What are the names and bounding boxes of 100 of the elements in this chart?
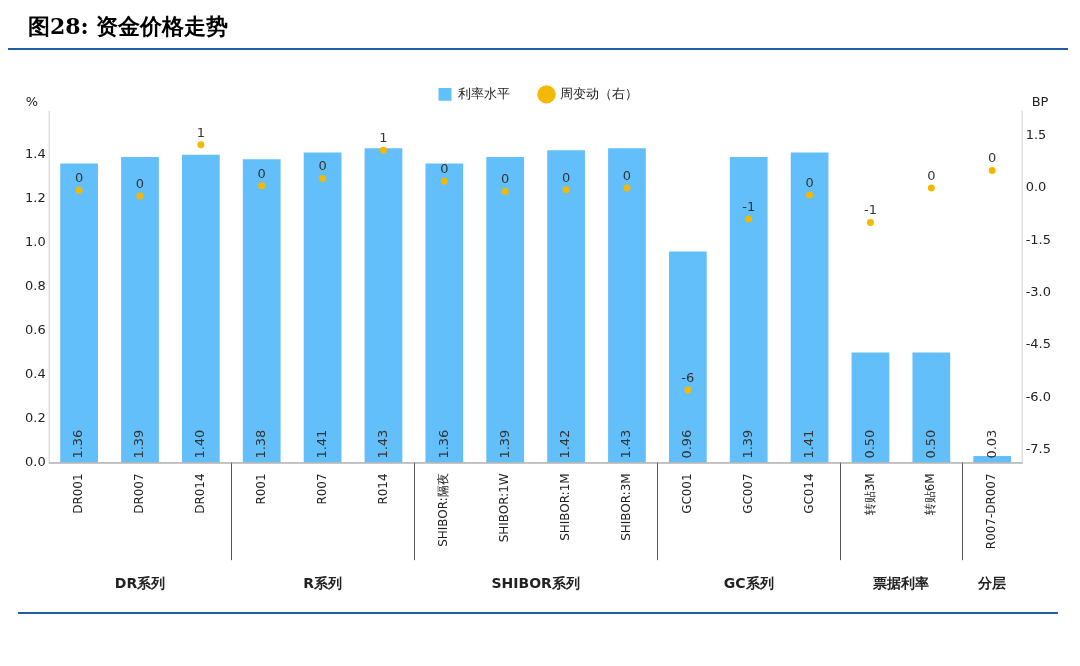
text: 票据利率	[871, 574, 929, 591]
point	[501, 187, 509, 195]
point	[806, 191, 814, 199]
x-tick-label: R007-DR007	[984, 473, 999, 550]
bar	[364, 148, 403, 463]
y-axis-title: %	[25, 93, 39, 109]
y2-tick-label: -1.5	[1025, 231, 1051, 247]
x-tick-label: SHIBOR:3M	[619, 473, 634, 541]
data-label: 1.39	[740, 429, 756, 459]
data-label: -1	[863, 202, 877, 218]
x-tick-label: R014	[375, 473, 390, 505]
y-tick-label: 0.2	[25, 409, 46, 425]
text: GC系列	[723, 574, 774, 591]
data-label: 1.41	[800, 429, 816, 459]
data-label: 1.39	[496, 429, 512, 459]
data-label: 0	[561, 169, 571, 185]
x-tick-label: SHIBOR:1W	[497, 473, 512, 543]
x-tick-label: 转贴3M	[862, 473, 877, 516]
data-label: 0	[74, 170, 84, 186]
y-tick-label: 0.8	[25, 278, 46, 293]
data-label: 0	[622, 167, 632, 183]
bar	[729, 156, 768, 463]
legend-label: 利率水平	[458, 85, 511, 101]
point	[319, 174, 327, 182]
y2-tick-label: -3.0	[1025, 283, 1051, 299]
x-tick-label: R001	[253, 473, 268, 505]
y2-tick-label: -4.5	[1025, 336, 1051, 352]
point	[197, 141, 205, 149]
bar	[60, 163, 98, 463]
y2-tick-label: 0.0	[1025, 179, 1047, 195]
data-label: 0.50	[922, 429, 938, 459]
point	[562, 186, 570, 194]
y2-axis-title: BP	[1031, 93, 1049, 109]
data-label: 1.43	[618, 429, 634, 459]
data-label: 0	[501, 171, 510, 187]
x-tick-label: DR001	[71, 473, 86, 514]
point	[684, 386, 692, 394]
data-label: 1.36	[435, 429, 451, 459]
bar	[121, 156, 159, 463]
data-label: 0	[318, 158, 327, 174]
point	[75, 186, 83, 194]
point	[258, 182, 266, 190]
y-tick-label: 0.6	[25, 321, 46, 337]
x-tick-label: GC001	[679, 473, 694, 514]
data-label: 0	[440, 161, 449, 177]
text: DR系列	[114, 574, 166, 591]
bar	[668, 251, 707, 463]
x-tick-label: GC014	[801, 473, 816, 514]
data-label: 1.42	[557, 429, 573, 459]
x-tick-label: SHIBOR:1M	[558, 473, 573, 541]
y-tick-label: 1.0	[25, 234, 46, 250]
bar	[303, 152, 342, 463]
y-tick-label: 1.2	[25, 190, 46, 206]
data-label: 0	[257, 165, 266, 181]
y-tick-label: 1.4	[25, 146, 46, 162]
data-label: -6	[681, 369, 695, 385]
point	[440, 177, 448, 185]
y-tick-label: 0.0	[25, 453, 46, 469]
text: R系列	[303, 574, 343, 591]
bar	[486, 156, 525, 463]
data-label: 1.39	[131, 429, 147, 459]
text: 分层	[977, 574, 1007, 591]
x-tick-label: R007	[314, 473, 329, 505]
data-label: 0.50	[861, 429, 877, 459]
y2-tick-label: 1.5	[1025, 126, 1047, 142]
data-label: 1.43	[374, 429, 390, 459]
point	[623, 184, 631, 192]
data-label: 1	[379, 130, 388, 146]
data-label: 0.96	[679, 429, 695, 459]
x-tick-label: DR014	[192, 473, 207, 514]
point	[927, 184, 935, 192]
bar	[547, 150, 585, 463]
data-label: 0.03	[983, 429, 999, 459]
data-label: 0	[805, 174, 814, 190]
bar	[608, 148, 646, 463]
point	[136, 192, 144, 200]
y2-tick-label: -7.5	[1025, 440, 1051, 456]
legend-label: 周变动（右）	[559, 85, 638, 101]
data-label: 1.36	[70, 429, 86, 459]
data-label: 1.41	[313, 429, 329, 459]
data-label: 0	[927, 167, 936, 183]
x-tick-label: 转贴6M	[923, 473, 938, 516]
bar	[242, 159, 281, 463]
text: SHIBOR系列	[491, 574, 580, 591]
point	[379, 146, 387, 154]
bar	[790, 152, 829, 463]
bar	[181, 154, 220, 463]
point	[866, 218, 874, 226]
data-label: 0	[988, 150, 997, 166]
bar	[425, 163, 464, 463]
point	[988, 166, 996, 174]
x-tick-label: DR007	[132, 473, 147, 514]
chart-title: 图28: 资金价格走势	[8, 8, 1068, 50]
data-label: 1.38	[253, 429, 269, 459]
bar	[851, 352, 890, 463]
y2-tick-label: -6.0	[1025, 388, 1051, 404]
point	[745, 215, 753, 223]
x-tick-label: SHIBOR:隔夜	[436, 473, 451, 547]
data-label: 0	[135, 175, 145, 191]
bar	[912, 352, 951, 463]
